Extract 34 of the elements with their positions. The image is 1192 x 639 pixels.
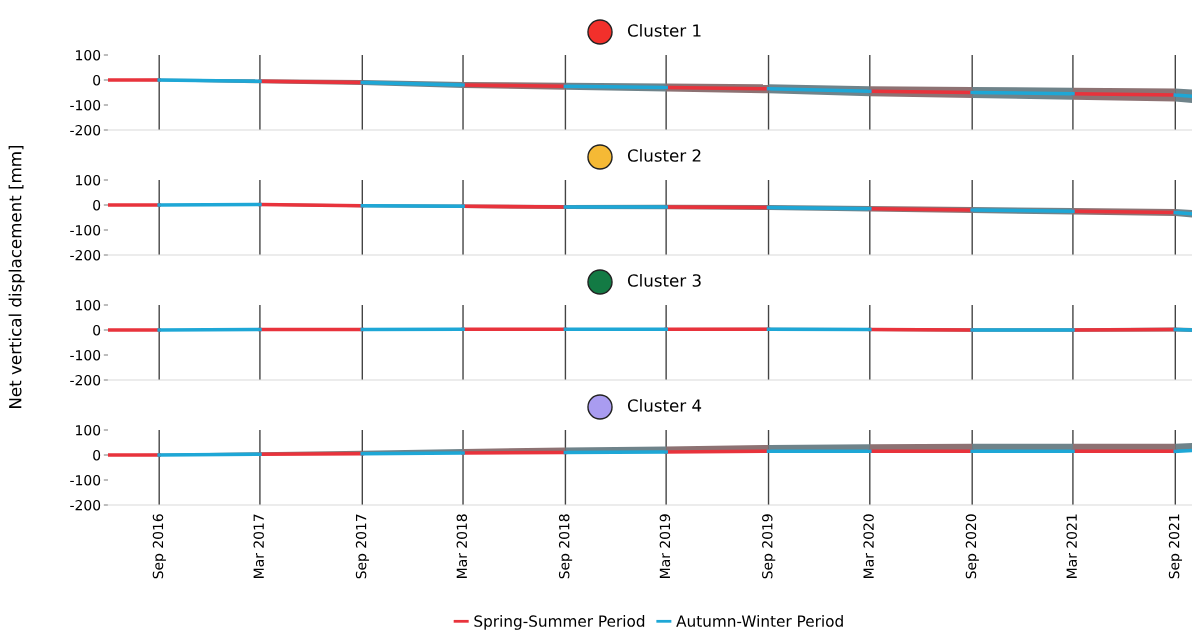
x-tick-label: Mar 2017	[253, 514, 264, 578]
chart-title: Cluster 4	[627, 398, 702, 412]
x-tick-label: Sep 2018	[558, 514, 573, 579]
chart-title: Cluster 1	[627, 23, 701, 37]
y-tick-label: 0	[93, 449, 101, 461]
y-tick-label: 100	[76, 49, 101, 61]
y-tick-label: -100	[70, 99, 101, 111]
x-tick-label: Mar 2019	[659, 514, 671, 578]
y-tick-label: -200	[70, 499, 101, 511]
x-tick-label: Sep 2020	[965, 514, 979, 579]
y-tick-label: 0	[93, 74, 101, 86]
y-tick-label: -200	[70, 124, 101, 136]
y-tick-label: -100	[70, 349, 101, 361]
y-tick-label: -100	[70, 224, 101, 236]
y-tick-label: 0	[93, 324, 101, 336]
y-tick-label: -200	[70, 374, 101, 386]
y-tick-label: 100	[76, 299, 101, 311]
x-tick-label: Sep 2017	[355, 514, 370, 579]
y-tick-label: 100	[76, 174, 101, 186]
y-axis-title: Net vertical displacement [mm]	[8, 145, 25, 408]
legend-label: Spring-Summer Period	[474, 615, 645, 630]
chart-title: Cluster 3	[627, 273, 701, 287]
x-tick-label: Sep 2019	[762, 514, 776, 579]
chart-title: Cluster 2	[627, 148, 701, 162]
x-tick-label: Mar 2018	[456, 514, 468, 578]
y-tick-label: -200	[70, 249, 101, 261]
legend-label: Autumn-Winter Period	[676, 615, 843, 627]
x-tick-label: Mar 2021	[1066, 514, 1077, 578]
x-tick-label: Sep 2016	[152, 514, 166, 579]
x-tick-label: Mar 2020	[863, 514, 874, 578]
y-tick-label: 100	[76, 424, 101, 436]
y-tick-label: 0	[93, 199, 101, 211]
x-tick-label: Sep 2021	[1168, 514, 1183, 579]
y-tick-label: -100	[70, 474, 101, 486]
